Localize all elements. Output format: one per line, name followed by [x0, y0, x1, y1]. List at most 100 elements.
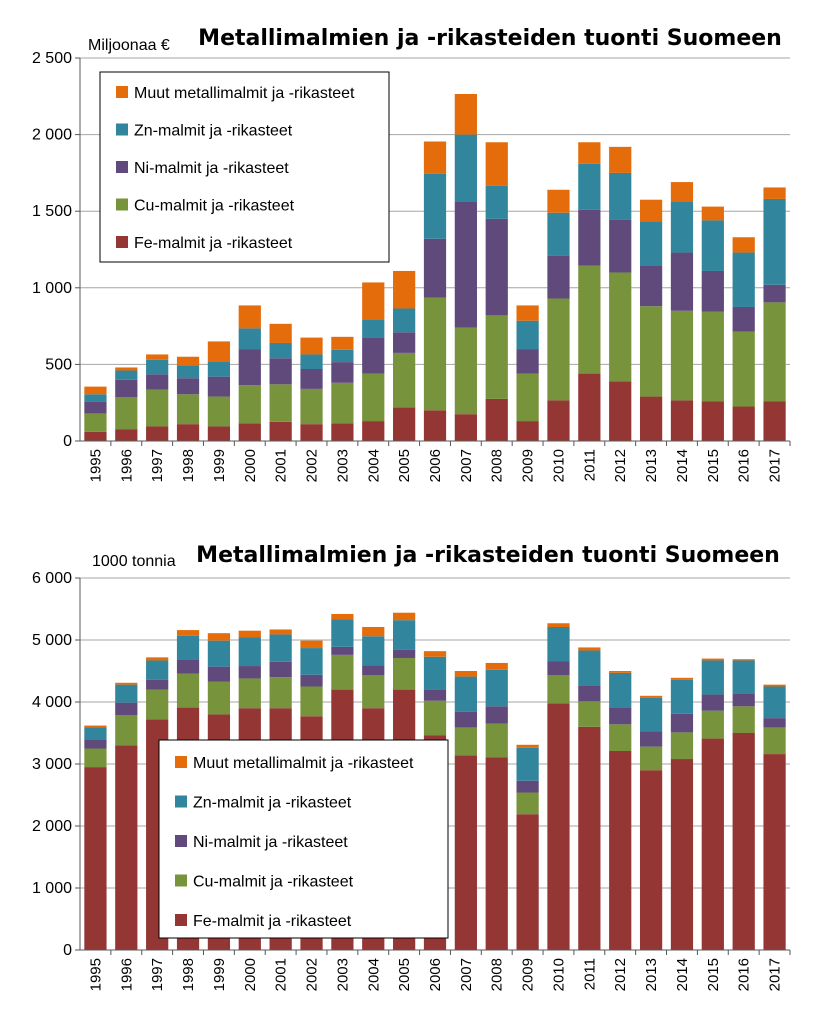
bar-segment-ni-2005: [393, 332, 416, 353]
x-tick-label-1996: 1996: [118, 958, 135, 991]
bar-segment-cu-2010: [547, 298, 570, 401]
bar-segment-muut-1997: [146, 657, 169, 661]
bar-segment-cu-2012: [609, 272, 632, 382]
bar-segment-cu-1998: [176, 673, 200, 708]
bar-segment-ni-1998: [176, 378, 200, 395]
bar-segment-cu-1995: [84, 413, 107, 432]
legend-box: [158, 739, 449, 939]
axes: [75, 577, 791, 955]
y-tick-label: 0: [63, 942, 72, 959]
bar-segment-ni-2014: [670, 713, 694, 733]
bar-segment-cu-2014: [670, 732, 694, 760]
x-tick-label-2001: 2001: [273, 449, 290, 482]
x-tick-label-2013: 2013: [643, 449, 660, 482]
x-tick-label-2007: 2007: [458, 449, 475, 482]
x-tick-label-2006: 2006: [427, 449, 444, 482]
bar-stacks: [84, 94, 786, 441]
bar-segment-fe-2009: [516, 814, 539, 950]
y-tick-label: 1 500: [32, 203, 72, 220]
legend: Muut metallimalmit ja -rikasteet Zn-malmi…: [99, 71, 390, 263]
bar-segment-fe-2007: [454, 414, 477, 441]
bar-segment-ni-2011: [578, 209, 601, 266]
bar-segment-cu-2007: [454, 727, 477, 756]
bar-segment-zn-2012: [609, 672, 632, 708]
bar-segment-muut-2013: [639, 199, 663, 222]
bar-segment-ni-2006: [423, 689, 447, 701]
bar-segment-ni-2017: [763, 718, 786, 728]
bar-segment-ni-1996: [115, 702, 138, 716]
bar-segment-zn-1995: [84, 394, 107, 402]
bar-segment-fe-1997: [146, 426, 169, 441]
bar-segment-cu-2016: [732, 331, 755, 407]
bar-segment-zn-1996: [115, 684, 138, 703]
bar-segment-muut-2010: [547, 189, 570, 213]
bar-segment-ni-2004: [362, 337, 385, 374]
bar-segment-zn-2002: [300, 648, 323, 675]
bar-segment-fe-2017: [763, 754, 786, 950]
bar-segment-ni-2007: [454, 711, 477, 728]
bar-segment-muut-1998: [176, 356, 200, 366]
x-tick-label-2009: 2009: [520, 449, 537, 482]
bar-segment-cu-2016: [732, 706, 755, 733]
bar-segment-muut-2017: [763, 684, 786, 687]
chart-import-volume: Metallimalmien ja -rikasteiden tuonti Su…: [32, 543, 791, 991]
y-tick-label: 4 000: [32, 694, 72, 711]
y-tick-label: 2 000: [32, 818, 72, 835]
bar-segment-fe-2016: [732, 406, 755, 441]
bar-segment-cu-2000: [238, 385, 261, 424]
bar-segment-cu-2006: [423, 700, 447, 736]
bar-segment-zn-2010: [547, 626, 570, 662]
bar-segment-muut-2011: [578, 142, 601, 164]
bar-segment-cu-1996: [115, 397, 138, 430]
bar-segment-fe-2017: [763, 401, 786, 441]
bar-segment-ni-2010: [547, 255, 570, 299]
x-tick-label-2004: 2004: [365, 958, 382, 991]
x-tick-label-2007: 2007: [458, 958, 475, 991]
bar-segment-cu-2004: [362, 675, 385, 709]
bar-segment-zn-2013: [639, 221, 663, 266]
x-tick-label-2010: 2010: [550, 449, 567, 482]
bar-segment-muut-2003: [331, 613, 354, 620]
x-tick-label-2000: 2000: [242, 958, 259, 991]
bar-segment-muut-1996: [115, 682, 138, 685]
x-tick-label-2003: 2003: [334, 958, 351, 991]
bar-segment-ni-1999: [207, 666, 231, 682]
bar-segment-muut-2000: [238, 305, 261, 329]
bar-segment-zn-2009: [516, 747, 539, 781]
bar-segment-cu-2017: [763, 727, 786, 755]
bar-segment-muut-2014: [670, 182, 694, 203]
bar-segment-zn-2017: [763, 686, 786, 719]
bar-segment-ni-1997: [146, 679, 169, 690]
bar-segment-muut-2006: [423, 651, 447, 657]
bar-segment-fe-2016: [732, 733, 755, 950]
bar-segment-fe-2009: [516, 421, 539, 441]
bar-segment-zn-2011: [578, 163, 601, 210]
bar-segment-cu-1995: [84, 748, 107, 768]
bar-segment-muut-2001: [269, 629, 292, 635]
x-tick-label-2002: 2002: [304, 958, 321, 991]
y-tick-label: 3 000: [32, 756, 72, 773]
bar-segment-zn-2004: [362, 636, 385, 666]
x-tick-label-1999: 1999: [211, 958, 228, 991]
bar-segment-zn-1998: [176, 635, 200, 660]
bar-segment-muut-2015: [701, 658, 724, 661]
bar-segment-fe-1999: [207, 426, 231, 441]
bar-segment-fe-2013: [639, 396, 663, 441]
bar-segment-zn-2011: [578, 650, 601, 686]
bar-segment-muut-2016: [732, 659, 755, 661]
bar-segment-zn-2006: [423, 173, 447, 239]
bar-segment-zn-1999: [207, 361, 231, 377]
bar-segment-zn-1997: [146, 359, 169, 375]
bar-segment-fe-2003: [331, 423, 354, 441]
bar-segment-muut-2002: [300, 640, 323, 649]
x-tick-labels: 1995 1996 1997 1998 1999 2000 2001 2002 2003 2004…: [87, 958, 783, 991]
bar-segment-fe-2015: [701, 738, 724, 950]
bar-segment-muut-2003: [331, 336, 354, 350]
bar-segment-ni-1999: [207, 376, 231, 397]
bar-segment-cu-1997: [146, 389, 169, 427]
x-tick-label-2008: 2008: [489, 958, 506, 991]
bar-segment-muut-2007: [454, 671, 477, 677]
bar-segment-zn-2001: [269, 342, 292, 359]
x-tick-label-2014: 2014: [674, 958, 691, 991]
chart-import-value: Metallimalmien ja -rikasteiden tuonti Su…: [32, 26, 791, 482]
